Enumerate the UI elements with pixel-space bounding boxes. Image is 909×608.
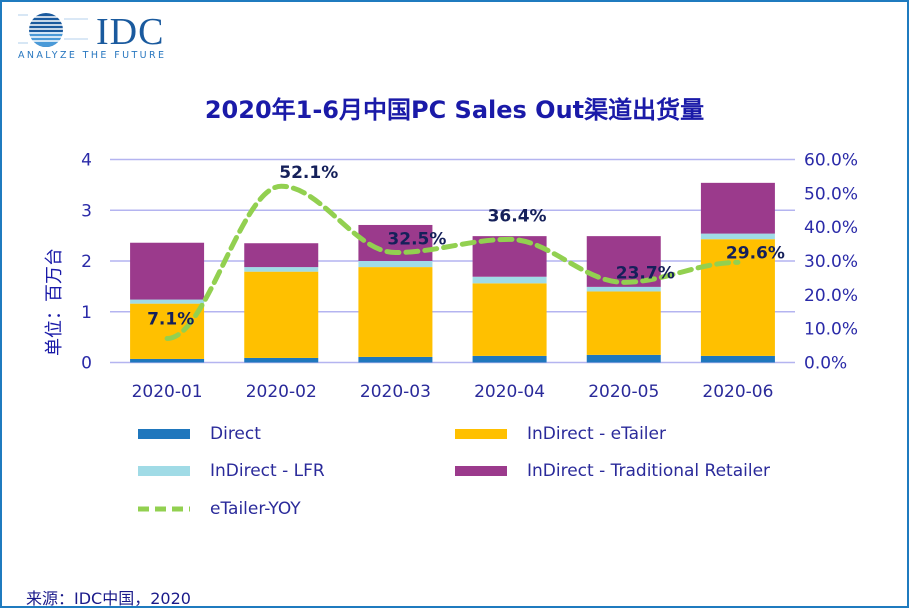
legend-item-traditional: InDirect - Traditional Retailer — [455, 461, 770, 481]
y2-tick-label: 20.0% — [804, 286, 858, 306]
yoy-data-label: 23.7% — [616, 263, 675, 283]
legend-item-etailer: InDirect - eTailer — [455, 424, 666, 444]
globe-icon — [18, 13, 88, 47]
bar-indirect-etailer-2020-06 — [700, 239, 775, 356]
bar-direct-2020-05 — [586, 354, 661, 363]
y-tick-label: 1 — [81, 303, 92, 323]
idc-logo: IDC ANALYZE THE FUTURE — [18, 10, 164, 61]
yoy-data-label: 36.4% — [488, 206, 547, 226]
x-tick-label: 2020-06 — [702, 382, 773, 402]
y2-tick-label: 0.0% — [804, 354, 847, 374]
bar-direct-2020-01 — [130, 358, 205, 363]
bar-indirect-etailer-2020-04 — [472, 283, 547, 356]
legend-swatch — [138, 466, 190, 476]
bar-indirect-lfr-2020-06 — [700, 233, 775, 240]
bar-indirect-etailer-2020-05 — [586, 291, 661, 355]
y-tick-label: 2 — [81, 252, 92, 272]
yoy-line — [164, 183, 741, 341]
bar-indirect-traditional-retailer-2020-01 — [130, 242, 205, 300]
yoy-data-label: 29.6% — [726, 243, 785, 263]
chart-title: 2020年1-6月中国PC Sales Out渠道出货量 — [204, 96, 705, 124]
bar-indirect-lfr-2020-05 — [586, 286, 661, 292]
legend-item-lfr: InDirect - LFR — [138, 461, 325, 481]
bar-direct-2020-02 — [244, 357, 319, 363]
legend-item-direct: Direct — [138, 424, 261, 444]
y-tick-label: 0 — [81, 354, 92, 374]
bar-indirect-etailer-2020-02 — [244, 271, 319, 358]
yoy-data-label: 32.5% — [387, 230, 446, 250]
legend-label: Direct — [210, 424, 261, 444]
source-note: 来源：IDC中国，2020 — [26, 589, 191, 608]
legend-swatch — [455, 429, 507, 439]
x-tick-label: 2020-02 — [246, 382, 317, 402]
yoy-data-label: 7.1% — [147, 309, 194, 329]
legend-swatch — [138, 429, 190, 439]
bar-indirect-lfr-2020-02 — [244, 267, 319, 272]
y-tick-label: 3 — [81, 201, 92, 221]
bar-indirect-traditional-retailer-2020-02 — [244, 243, 319, 268]
y2-tick-label: 30.0% — [804, 252, 858, 272]
logo-wordmark: IDC — [96, 11, 165, 53]
y-axis-label: 单位：百万台 — [44, 248, 65, 356]
legend-label: InDirect - eTailer — [527, 424, 666, 444]
logo-tagline: ANALYZE THE FUTURE — [18, 50, 167, 61]
x-tick-label: 2020-04 — [474, 382, 545, 402]
x-tick-label: 2020-03 — [360, 382, 431, 402]
y-tick-label: 4 — [81, 151, 92, 171]
x-tick-label: 2020-01 — [132, 382, 203, 402]
bar-direct-2020-03 — [358, 356, 433, 363]
bar-indirect-traditional-retailer-2020-06 — [700, 182, 775, 234]
y2-tick-label: 60.0% — [804, 151, 858, 171]
legend-label: InDirect - LFR — [210, 461, 325, 481]
bar-direct-2020-04 — [472, 355, 547, 363]
bar-direct-2020-06 — [700, 355, 775, 363]
legend-swatch — [138, 506, 190, 512]
y2-tick-label: 50.0% — [804, 184, 858, 204]
bar-indirect-etailer-2020-03 — [358, 267, 433, 357]
x-tick-label: 2020-05 — [588, 382, 659, 402]
bar-indirect-lfr-2020-01 — [130, 299, 205, 304]
legend-label: eTailer-YOY — [210, 499, 301, 519]
bar-indirect-etailer-2020-01 — [130, 303, 205, 359]
bar-indirect-lfr-2020-03 — [358, 261, 433, 268]
chart-plot: 012340.0%10.0%20.0%30.0%40.0%50.0%60.0%单… — [44, 151, 858, 403]
y2-tick-label: 10.0% — [804, 320, 858, 340]
yoy-data-label: 52.1% — [279, 163, 338, 183]
legend-swatch — [455, 466, 507, 476]
legend-label: InDirect - Traditional Retailer — [527, 461, 771, 481]
y2-tick-label: 40.0% — [804, 218, 858, 238]
bar-indirect-lfr-2020-04 — [472, 276, 547, 284]
legend-item-yoy: eTailer-YOY — [138, 499, 301, 519]
